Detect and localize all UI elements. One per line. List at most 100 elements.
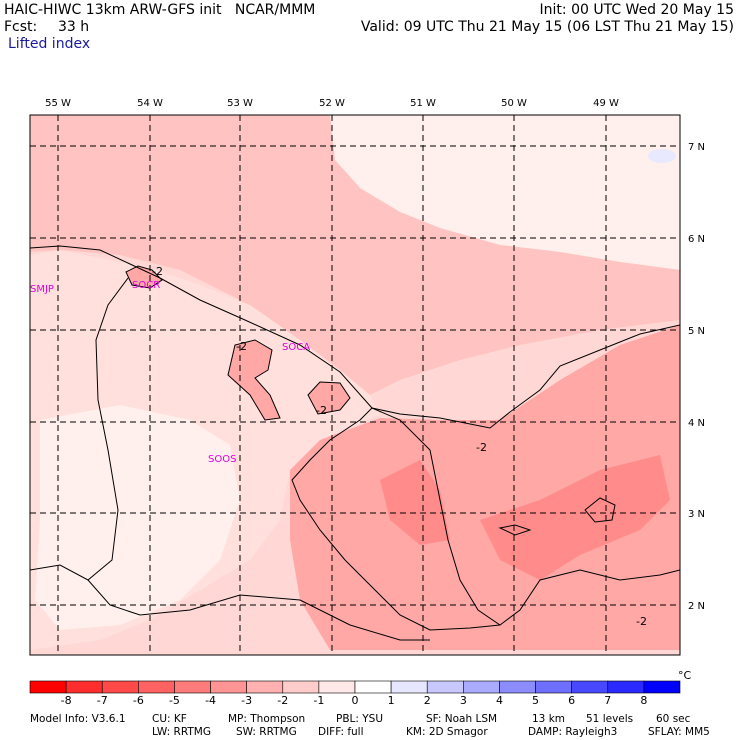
colorbar-tick-label: -4 bbox=[205, 694, 216, 707]
colorbar-swatch bbox=[174, 680, 211, 694]
lat-label-4n: 4 N bbox=[688, 418, 705, 429]
colorbar-tick-label: 0 bbox=[352, 694, 359, 707]
colorbar-swatch bbox=[318, 680, 356, 694]
stable-patch bbox=[648, 149, 676, 163]
longitude-labels: 55 W 54 W 53 W 52 W 51 W 50 W 49 W bbox=[45, 98, 619, 109]
lon-label-55w: 55 W bbox=[45, 98, 71, 109]
colorbar-tick-label: -3 bbox=[241, 694, 252, 707]
colorbar-swatch bbox=[426, 680, 464, 694]
forecast-label: Fcst: bbox=[4, 19, 38, 35]
valid-time: Valid: 09 UTC Thu 21 May 15 (06 LST Thu … bbox=[360, 19, 734, 35]
contour-label: -2 bbox=[316, 404, 327, 417]
colorbar-tick-label: 5 bbox=[532, 694, 539, 707]
contour-socr bbox=[125, 265, 163, 289]
footer-mp: MP: Thompson bbox=[228, 713, 306, 725]
colorbar-tick-label: 2 bbox=[424, 694, 431, 707]
lat-label-6n: 6 N bbox=[688, 234, 705, 245]
colorbar-tick-label: -6 bbox=[133, 694, 144, 707]
border-west bbox=[30, 277, 129, 581]
colorbar-tick-label: 6 bbox=[568, 694, 575, 707]
contour-east bbox=[307, 381, 351, 415]
colorbar-tick-label: 7 bbox=[604, 694, 611, 707]
lat-lon-grid bbox=[30, 115, 680, 655]
colorbar-tick-label: -8 bbox=[61, 694, 72, 707]
footer-dt: 60 sec bbox=[656, 713, 691, 725]
footer-sw: SW: RRTMG bbox=[236, 726, 297, 738]
lon-label-53w: 53 W bbox=[227, 98, 253, 109]
footer-damp: DAMP: Rayleigh3 bbox=[528, 726, 618, 738]
footer-diff: DIFF: full bbox=[318, 726, 364, 738]
colorbar-tick-label: 3 bbox=[460, 694, 467, 707]
colorbar-swatch bbox=[210, 680, 247, 694]
stable-zone-northeast bbox=[330, 115, 680, 270]
colorbar-swatch bbox=[643, 680, 681, 694]
colorbar-tick-label: -2 bbox=[277, 694, 288, 707]
contour-label: -2 bbox=[152, 265, 163, 278]
footer-pbl: PBL: YSU bbox=[336, 713, 384, 725]
footer-levels: 51 levels bbox=[586, 713, 634, 725]
colorbar-swatch bbox=[607, 680, 645, 694]
station-labels: SMJP SOCR SOCA SOOS bbox=[30, 280, 310, 465]
footer-km: KM: 2D Smagor bbox=[406, 726, 488, 738]
colorbar-tick-label: 1 bbox=[388, 694, 395, 707]
contour-label: -2 bbox=[476, 441, 487, 454]
colorbar-swatch bbox=[101, 680, 139, 694]
colorbar-tick-label: -5 bbox=[169, 694, 180, 707]
contour-core-mid bbox=[498, 524, 532, 536]
footer-lw: LW: RRTMG bbox=[152, 726, 211, 738]
unstable-zone bbox=[290, 325, 680, 650]
forecast-hour: 33 h bbox=[58, 19, 90, 35]
contour-soca bbox=[227, 339, 281, 421]
latitude-labels: 7 N 6 N 5 N 4 N 3 N 2 N bbox=[688, 142, 705, 612]
colorbar-swatch bbox=[390, 680, 428, 694]
land-stable-core bbox=[35, 405, 240, 630]
lat-label-5n: 5 N bbox=[688, 326, 705, 337]
border-east-guiana bbox=[291, 407, 501, 631]
border-amapa bbox=[371, 407, 680, 626]
colorbar-unit: °C bbox=[678, 669, 692, 682]
colorbar-swatch bbox=[463, 680, 500, 694]
station-smjp: SMJP bbox=[30, 284, 54, 295]
contour-label: -2 bbox=[236, 340, 247, 353]
lifted-index-field bbox=[30, 115, 680, 655]
station-soca: SOCA bbox=[282, 342, 310, 353]
unstable-core-east bbox=[480, 455, 670, 580]
lon-label-54w: 54 W bbox=[137, 98, 163, 109]
colorbar-tick-label: 4 bbox=[496, 694, 503, 707]
field-name: Lifted index bbox=[8, 36, 91, 52]
colorbar-tick-label: 8 bbox=[640, 694, 647, 707]
map-frame bbox=[29, 114, 681, 656]
contour-label: -2 bbox=[636, 615, 647, 628]
colorbar-swatch bbox=[65, 680, 103, 694]
colorbar-swatch bbox=[354, 680, 392, 694]
pocket-east-soca bbox=[308, 382, 350, 414]
colorbar-swatch bbox=[535, 680, 572, 694]
footer-model-info: Model Info: V3.6.1 bbox=[30, 713, 126, 725]
footer-res: 13 km bbox=[532, 713, 566, 725]
footer-cu: CU: KF bbox=[152, 713, 187, 725]
lon-label-49w: 49 W bbox=[593, 98, 619, 109]
unstable-core bbox=[380, 460, 450, 545]
lon-label-51w: 51 W bbox=[410, 98, 436, 109]
station-soos: SOOS bbox=[208, 454, 236, 465]
colorbar-swatch bbox=[29, 680, 67, 694]
colorbar-swatch bbox=[138, 680, 175, 694]
pocket-soca bbox=[228, 340, 280, 420]
colorbar-tick-label: -7 bbox=[97, 694, 108, 707]
lon-label-50w: 50 W bbox=[501, 98, 527, 109]
contour-labels: -2 -2 -2 -2 -2 bbox=[152, 265, 647, 628]
lon-label-52w: 52 W bbox=[319, 98, 345, 109]
init-time: Init: 00 UTC Wed 20 May 15 bbox=[539, 2, 734, 18]
lat-label-7n: 7 N bbox=[688, 142, 705, 153]
colorbar-swatch bbox=[571, 680, 609, 694]
colorbar-swatch bbox=[499, 680, 536, 694]
footer-sflay: SFLAY: MM5 bbox=[648, 726, 710, 738]
model-title: HAIC-HIWC 13km ARW-GFS init NCAR/MMM bbox=[4, 2, 316, 18]
ocean-mid-band bbox=[30, 115, 680, 395]
footer-sf: SF: Noah LSM bbox=[426, 713, 498, 725]
colorbar-tick-label: -1 bbox=[313, 694, 324, 707]
colorbar-swatch bbox=[246, 680, 284, 694]
lat-label-2n: 2 N bbox=[688, 601, 705, 612]
station-socr: SOCR bbox=[132, 280, 160, 291]
